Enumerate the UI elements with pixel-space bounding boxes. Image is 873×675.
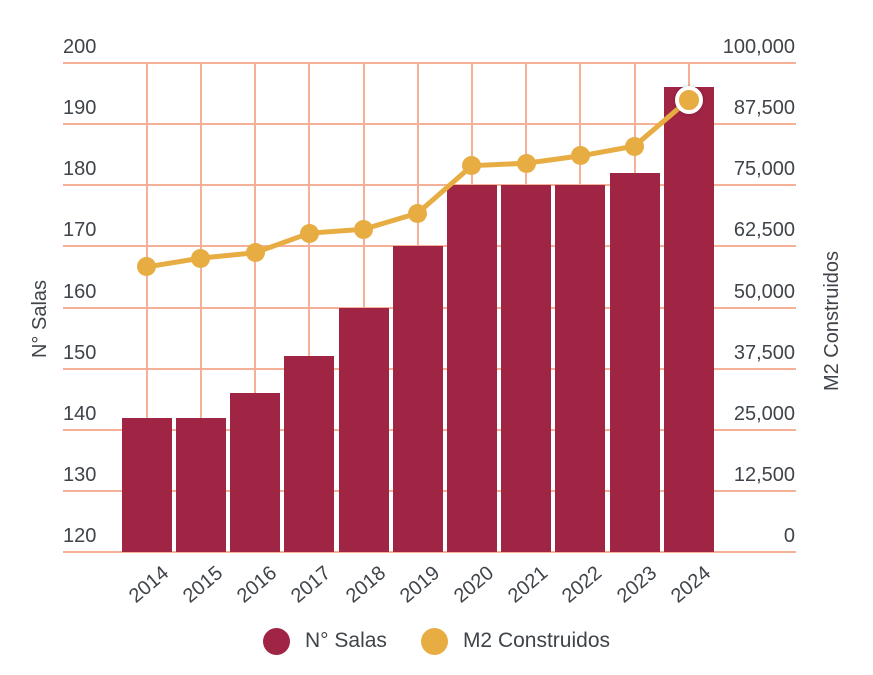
legend-item-salas[interactable]: N° Salas — [263, 626, 387, 656]
line-point-2023 — [625, 136, 644, 156]
bar-2021 — [501, 185, 552, 552]
line-point-2022 — [570, 146, 590, 166]
line-point-2024 — [674, 85, 703, 114]
legend-item-m2-label: M2 Construidos — [462, 629, 610, 652]
right-axis-title: M2 Construidos — [821, 250, 843, 392]
grid-line-vertical — [308, 63, 311, 552]
grid-line-vertical — [254, 63, 257, 552]
salas-legend-dot-icon — [263, 627, 290, 655]
bar-2015 — [175, 417, 226, 552]
bar-2019 — [392, 246, 443, 552]
bar-2016 — [230, 393, 281, 552]
bar-2018 — [338, 307, 389, 552]
bar-2017 — [284, 356, 335, 552]
y-axis-tick-right: 50,000 — [733, 280, 795, 303]
chart-legend: N° Salas M2 Construidos — [0, 626, 873, 656]
line-point-2018 — [354, 219, 373, 239]
grid-line-vertical — [199, 63, 202, 552]
left-axis-title: N° Salas — [29, 279, 51, 359]
line-point-2021 — [516, 153, 536, 173]
y-axis-tick-left: 160 — [63, 280, 97, 303]
y-axis-tick-right: 87,500 — [733, 97, 795, 120]
y-axis-tick-left: 120 — [63, 525, 97, 547]
line-point-2014 — [137, 257, 157, 277]
line-point-2017 — [299, 223, 319, 243]
y-axis-tick-left: 130 — [63, 463, 97, 486]
m2-legend-dot-icon — [420, 627, 448, 655]
bar-2024 — [663, 87, 714, 552]
bar-2023 — [609, 173, 660, 552]
line-point-2019 — [408, 203, 428, 223]
grid-line-vertical — [145, 63, 148, 552]
line-point-2015 — [191, 248, 211, 268]
legend-item-salas-label: N° Salas — [305, 629, 387, 652]
y-axis-tick-right: 75,000 — [733, 158, 795, 181]
y-axis-tick-right: 0 — [783, 525, 795, 547]
line-point-2020 — [462, 156, 482, 176]
grid-line-horizontal — [63, 551, 796, 553]
y-axis-tick-left: 150 — [63, 341, 97, 364]
y-axis-tick-right: 100,000 — [722, 36, 795, 58]
line-point-2016 — [245, 243, 265, 263]
y-axis-tick-left: 200 — [63, 36, 97, 58]
y-axis-tick-left: 190 — [63, 97, 97, 120]
y-axis-tick-left: 170 — [63, 219, 97, 242]
bar-2020 — [446, 185, 497, 552]
bar-2022 — [555, 185, 606, 552]
legend-item-m2[interactable]: M2 Construidos — [420, 626, 610, 656]
y-axis-tick-left: 180 — [63, 158, 97, 181]
grid-line-horizontal — [63, 62, 796, 64]
bar-2014 — [121, 417, 172, 552]
y-axis-tick-left: 140 — [63, 402, 97, 425]
y-axis-tick-right: 37,500 — [733, 341, 795, 364]
y-axis-tick-right: 25,000 — [733, 402, 795, 425]
y-axis-tick-right: 12,500 — [733, 463, 795, 486]
y-axis-tick-right: 62,500 — [733, 219, 795, 242]
